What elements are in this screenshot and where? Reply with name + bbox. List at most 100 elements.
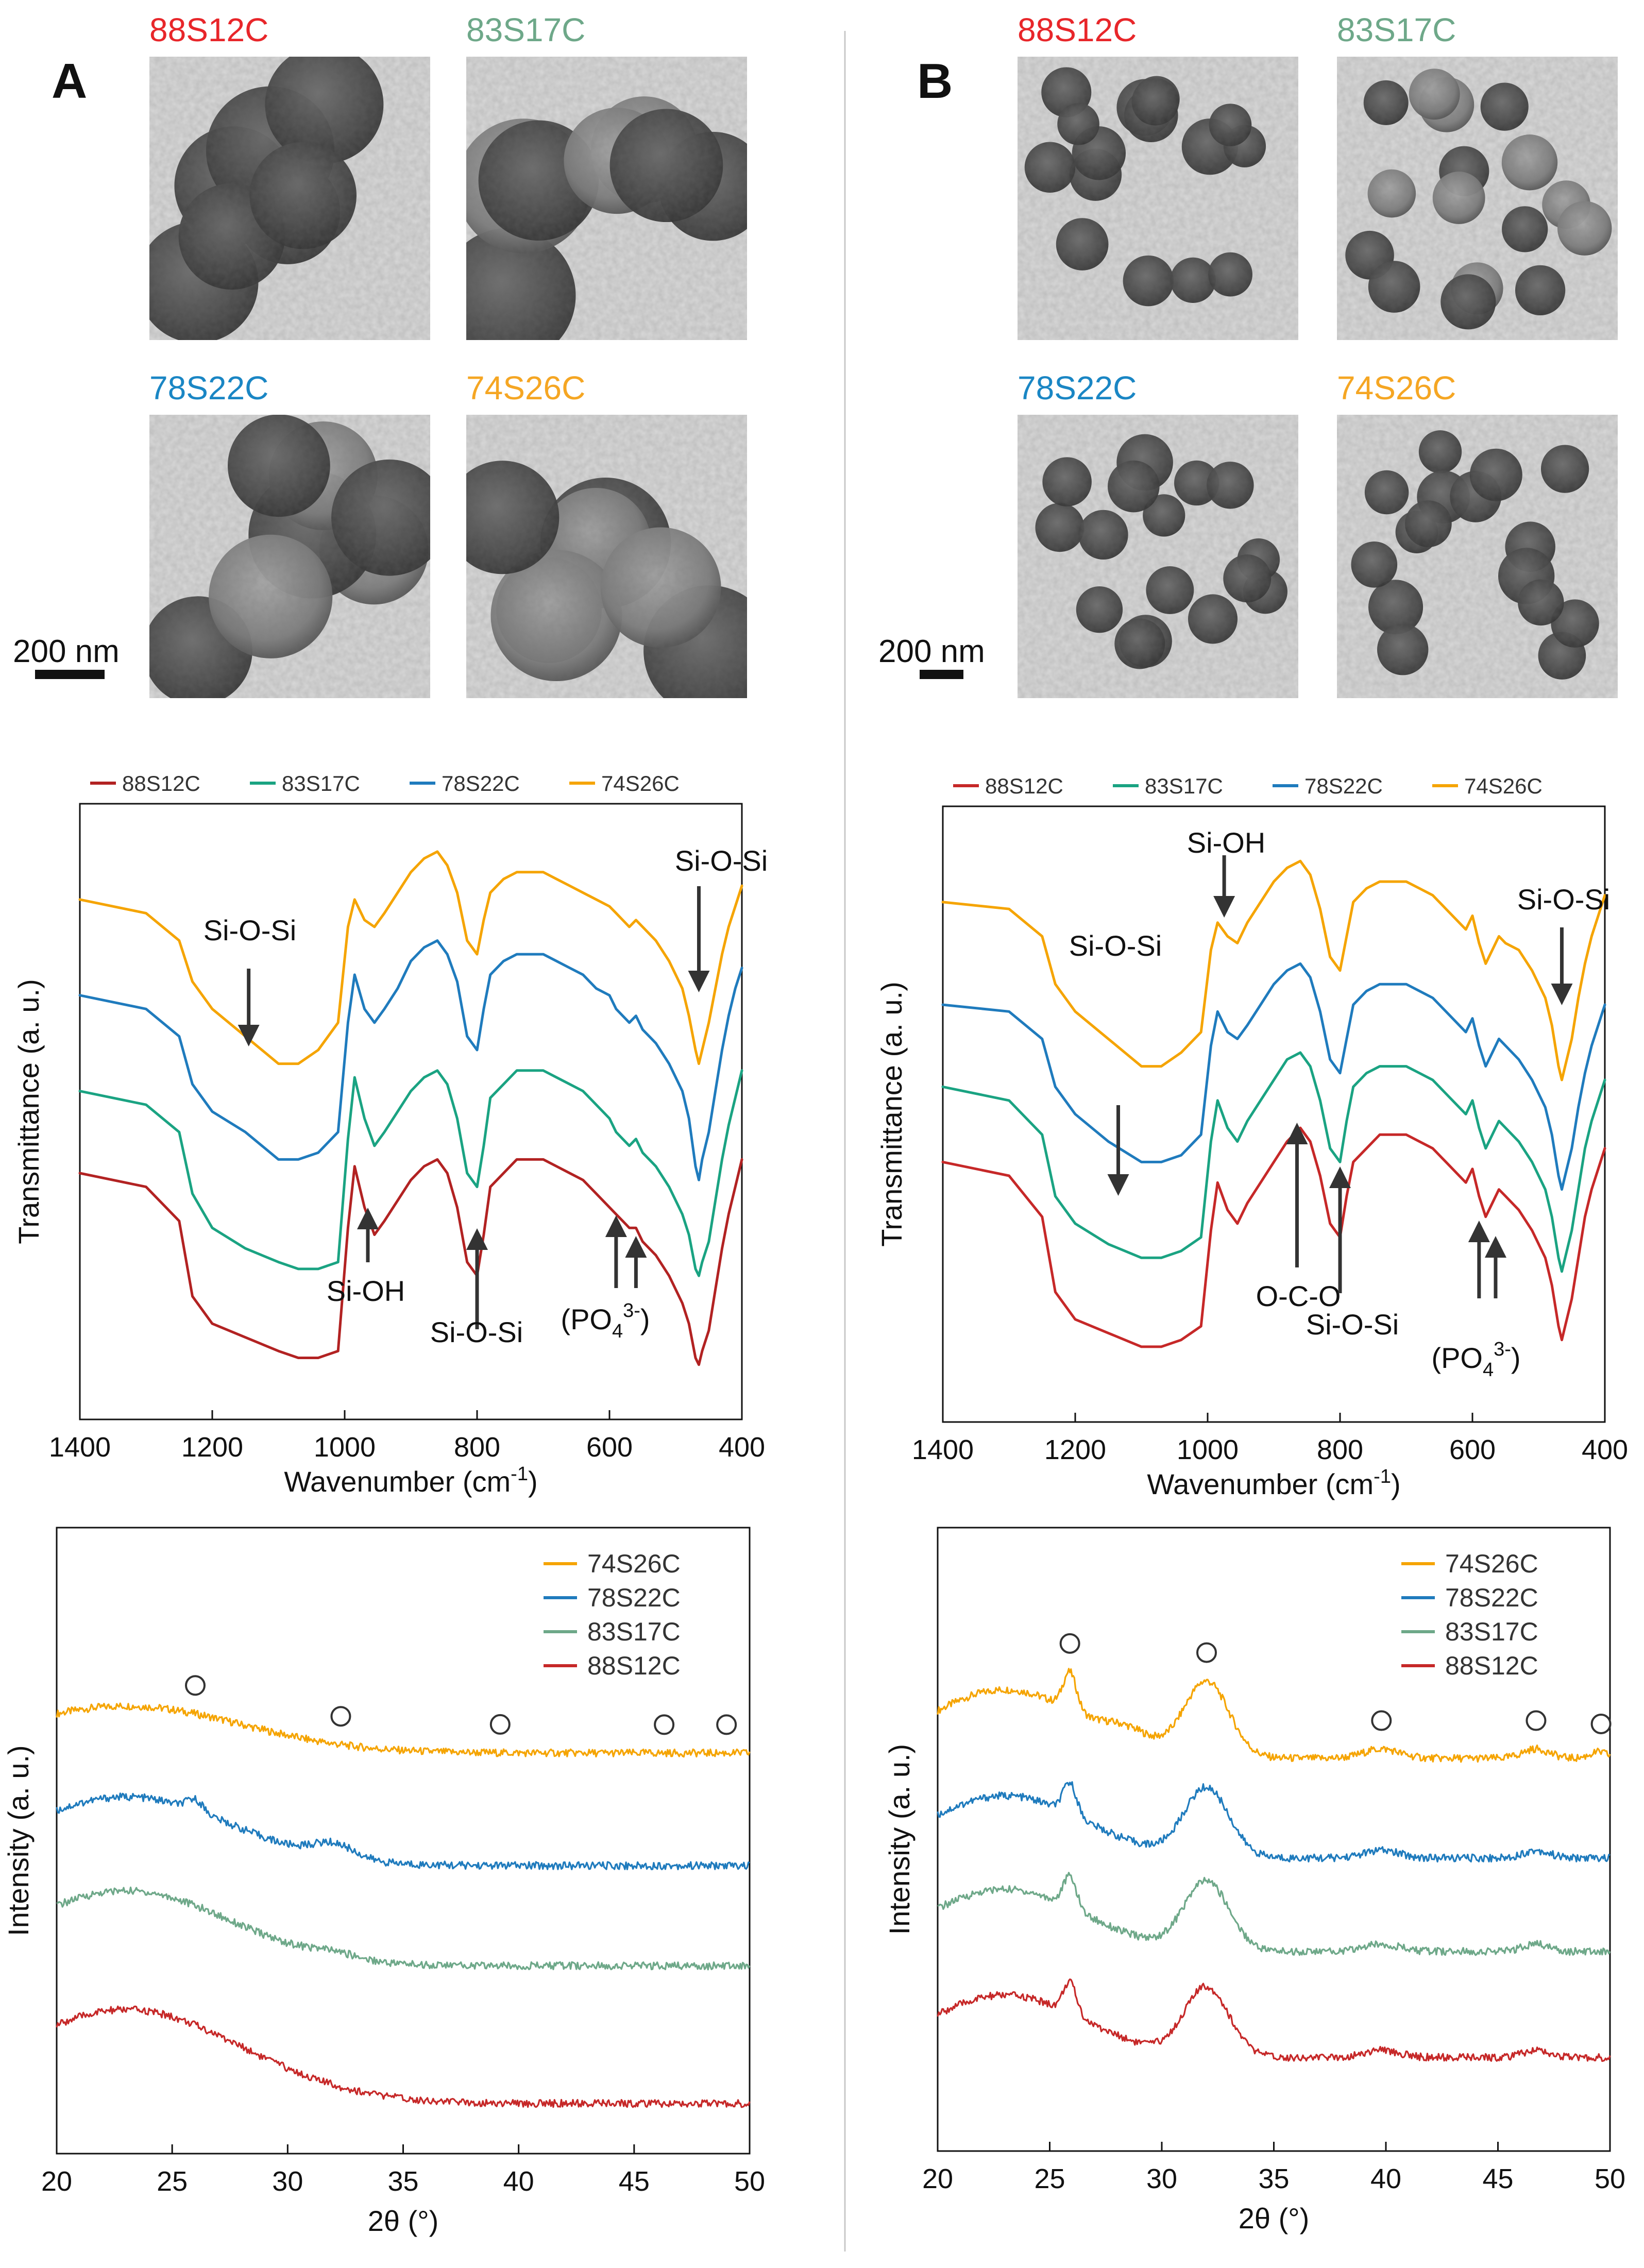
ftir-series-88S12C [78, 1158, 743, 1366]
hydroxyapatite-marker [1590, 1713, 1612, 1734]
legend-label: 78S22C [442, 771, 520, 796]
panel-letter-b: B [917, 54, 953, 109]
hydroxyapatite-marker [716, 1714, 737, 1735]
ftir-series-78S22C [78, 939, 743, 1181]
xrd-series-88S12C [937, 1978, 1611, 2062]
peak-annotation: Si-O-Si [1306, 1308, 1399, 1341]
x-tick-label: 50 [1595, 2163, 1625, 2194]
xrd-series-74S26C [937, 1668, 1611, 1763]
legend-label: 74S26C [601, 771, 680, 796]
tem-label: 74S26C [1337, 369, 1456, 407]
xrd-chart-a: 74S26C 78S22C 83S17C 88S12C 20 25 30 35 40 45 50 2θ… [2, 1527, 765, 2237]
x-axis-title: Wavenumber (cm-1) [1147, 1466, 1400, 1500]
tem-image [466, 415, 747, 698]
tem-label: 88S12C [1018, 11, 1137, 48]
legend-label: 83S17C [587, 1617, 681, 1646]
legend-label: 78S22C [587, 1583, 681, 1612]
legend-label: 74S26C [1464, 774, 1543, 798]
ftir-chart-a: 88S12C 83S17C 78S22C 74S26C 1400 1200 1000 800 6… [12, 771, 768, 1498]
tem-label: 74S26C [466, 369, 585, 407]
xrd-series-74S26C [56, 1702, 751, 1758]
peak-annotation: Si-OH [1187, 826, 1265, 859]
xrd-chart-b: 74S26C 78S22C 83S17C 88S12C 20 25 30 35 40 45 50 2θ… [883, 1527, 1625, 2235]
ftir-series-83S17C [78, 1069, 743, 1277]
legend-label: 88S12C [985, 774, 1063, 798]
tem-label: 78S22C [1018, 369, 1137, 407]
legend-label: 88S12C [1445, 1651, 1538, 1680]
scale-bar-label-b: 200 nm [878, 634, 985, 669]
peak-annotation: Si-O-Si [675, 844, 768, 877]
hydroxyapatite-marker [1059, 1633, 1080, 1654]
tem-label: 83S17C [1337, 11, 1456, 48]
x-tick-label: 600 [1449, 1434, 1496, 1465]
tem-image [1337, 415, 1618, 698]
peak-annotation: (PO43-) [561, 1300, 650, 1342]
hydroxyapatite-marker [1526, 1710, 1547, 1731]
xrd-series-78S22C [937, 1781, 1611, 1863]
ftir-series-78S22C [941, 962, 1606, 1191]
tem-label: 78S22C [149, 369, 268, 407]
tem-label: 83S17C [466, 11, 585, 48]
tem-labels: 88S12C 83S17C 78S22C 74S26C 88S12C 83S17C 78S2… [149, 11, 1456, 407]
x-tick-label: 1400 [912, 1434, 974, 1465]
x-axis-title: 2θ (°) [368, 2205, 439, 2237]
plot-frame [942, 805, 1606, 1423]
legend-label: 74S26C [1445, 1549, 1538, 1578]
x-tick-label: 40 [1370, 2163, 1401, 2194]
peak-annotation: Si-O-Si [1517, 883, 1610, 916]
y-axis-title: Transmittance (a. u.) [12, 979, 45, 1244]
x-tick-label: 400 [719, 1432, 765, 1463]
tem-image [1018, 415, 1298, 698]
x-tick-label: 35 [1258, 2163, 1289, 2194]
scale-bar-a [35, 670, 105, 679]
x-tick-label: 20 [922, 2163, 953, 2194]
hydroxyapatite-marker [1371, 1710, 1392, 1731]
x-tick-label: 25 [157, 2166, 188, 2197]
tem-image [1018, 57, 1298, 340]
x-tick-label: 25 [1034, 2163, 1065, 2194]
x-tick-label: 800 [1317, 1434, 1363, 1465]
x-tick-label: 400 [1582, 1434, 1628, 1465]
x-tick-label: 1000 [314, 1432, 376, 1463]
peak-annotation: Si-O-Si [430, 1316, 523, 1348]
panel-letter-a: A [52, 54, 87, 109]
ftir-series-74S26C [78, 850, 743, 1065]
x-tick-label: 50 [734, 2166, 765, 2197]
scale-bar-b [920, 670, 963, 679]
legend-label: 88S12C [587, 1651, 681, 1680]
y-axis-title: Intensity (a. u.) [2, 1745, 35, 1936]
x-tick-label: 1400 [49, 1432, 111, 1463]
x-tick-label: 1000 [1177, 1434, 1239, 1465]
peak-annotation: O-C-O [1256, 1280, 1341, 1312]
xrd-series-83S17C [56, 1886, 751, 1971]
x-axis-title: 2θ (°) [1239, 2202, 1310, 2235]
legend-label: 83S17C [282, 771, 360, 796]
ftir-series-74S26C [941, 859, 1606, 1081]
legend-label: 78S22C [1304, 774, 1383, 798]
peak-annotation: Si-OH [327, 1275, 405, 1307]
x-tick-label: 45 [619, 2166, 650, 2197]
tem-image [149, 415, 430, 698]
x-tick-label: 45 [1482, 2163, 1513, 2194]
xrd-series-78S22C [56, 1792, 750, 1870]
x-tick-label: 1200 [181, 1432, 243, 1463]
hydroxyapatite-marker [185, 1675, 206, 1696]
legend-label: 83S17C [1445, 1617, 1538, 1646]
hydroxyapatite-marker [489, 1714, 511, 1735]
ftir-series-83S17C [941, 1051, 1606, 1273]
xrd-series-83S17C [937, 1872, 1611, 1956]
x-tick-label: 35 [387, 2166, 418, 2197]
hydroxyapatite-marker [330, 1706, 351, 1727]
ftir-chart-b: 88S12C 83S17C 78S22C 74S26C 1400 1200 1000 800 6… [875, 774, 1628, 1500]
tem-image [149, 57, 430, 340]
x-tick-label: 40 [503, 2166, 534, 2197]
y-axis-title: Intensity (a. u.) [883, 1744, 916, 1935]
tem-image [1337, 57, 1618, 340]
x-tick-label: 1200 [1044, 1434, 1106, 1465]
x-tick-label: 600 [586, 1432, 633, 1463]
x-tick-label: 30 [1146, 2163, 1177, 2194]
y-axis-title: Transmittance (a. u.) [875, 981, 908, 1247]
ftir-series-88S12C [941, 1126, 1606, 1348]
hydroxyapatite-marker [654, 1714, 675, 1735]
